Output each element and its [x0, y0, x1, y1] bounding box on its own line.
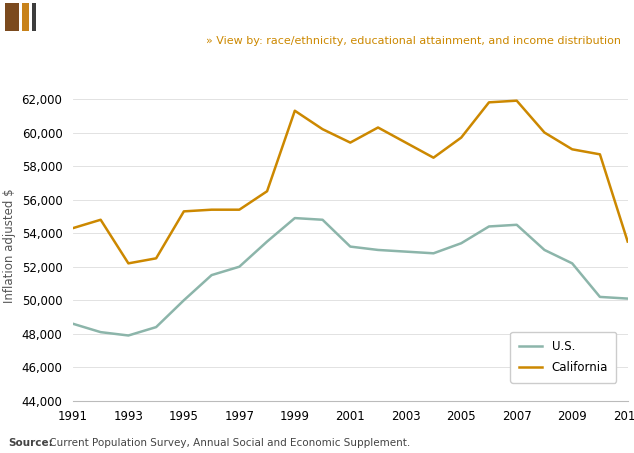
California — [402, 140, 410, 145]
Legend: U.S., California: U.S., California — [510, 332, 616, 383]
California — [541, 130, 548, 135]
California — [319, 126, 327, 132]
U.S. — [458, 241, 465, 246]
California — [430, 155, 437, 160]
U.S. — [430, 251, 437, 256]
U.S. — [374, 247, 382, 253]
Line: U.S.: U.S. — [73, 218, 628, 336]
California — [263, 188, 271, 194]
California — [125, 260, 133, 266]
U.S. — [97, 329, 105, 335]
U.S. — [152, 324, 160, 330]
U.S. — [319, 217, 327, 222]
U.S. — [291, 215, 299, 221]
California — [458, 135, 465, 140]
U.S. — [235, 264, 243, 270]
California — [235, 207, 243, 212]
U.S. — [513, 222, 521, 227]
U.S. — [569, 260, 576, 266]
Text: Source:: Source: — [8, 438, 53, 448]
California — [347, 140, 354, 145]
California — [97, 217, 105, 222]
U.S. — [624, 296, 631, 301]
Y-axis label: Inflation adjusted $: Inflation adjusted $ — [3, 188, 16, 303]
U.S. — [263, 239, 271, 244]
California — [485, 100, 493, 105]
California — [513, 98, 521, 103]
California — [180, 209, 188, 214]
FancyBboxPatch shape — [22, 3, 29, 31]
California — [291, 108, 299, 113]
California — [569, 147, 576, 152]
Text: MEDIAN HOUSEHOLD INCOME: MEDIAN HOUSEHOLD INCOME — [46, 10, 291, 24]
U.S. — [69, 321, 77, 327]
Line: California: California — [73, 101, 628, 263]
U.S. — [208, 272, 216, 278]
U.S. — [125, 333, 133, 338]
FancyBboxPatch shape — [32, 3, 36, 31]
FancyBboxPatch shape — [5, 3, 19, 31]
U.S. — [541, 247, 548, 253]
California — [152, 255, 160, 261]
California — [69, 226, 77, 231]
U.S. — [596, 294, 604, 299]
Text: » View by: race/ethnicity, educational attainment, and income distribution: » View by: race/ethnicity, educational a… — [206, 36, 621, 46]
U.S. — [485, 224, 493, 229]
Text: Current Population Survey, Annual Social and Economic Supplement.: Current Population Survey, Annual Social… — [46, 438, 410, 448]
U.S. — [347, 244, 354, 249]
California — [624, 239, 631, 244]
California — [208, 207, 216, 212]
U.S. — [402, 249, 410, 254]
California — [374, 125, 382, 130]
U.S. — [180, 298, 188, 303]
California — [596, 152, 604, 157]
